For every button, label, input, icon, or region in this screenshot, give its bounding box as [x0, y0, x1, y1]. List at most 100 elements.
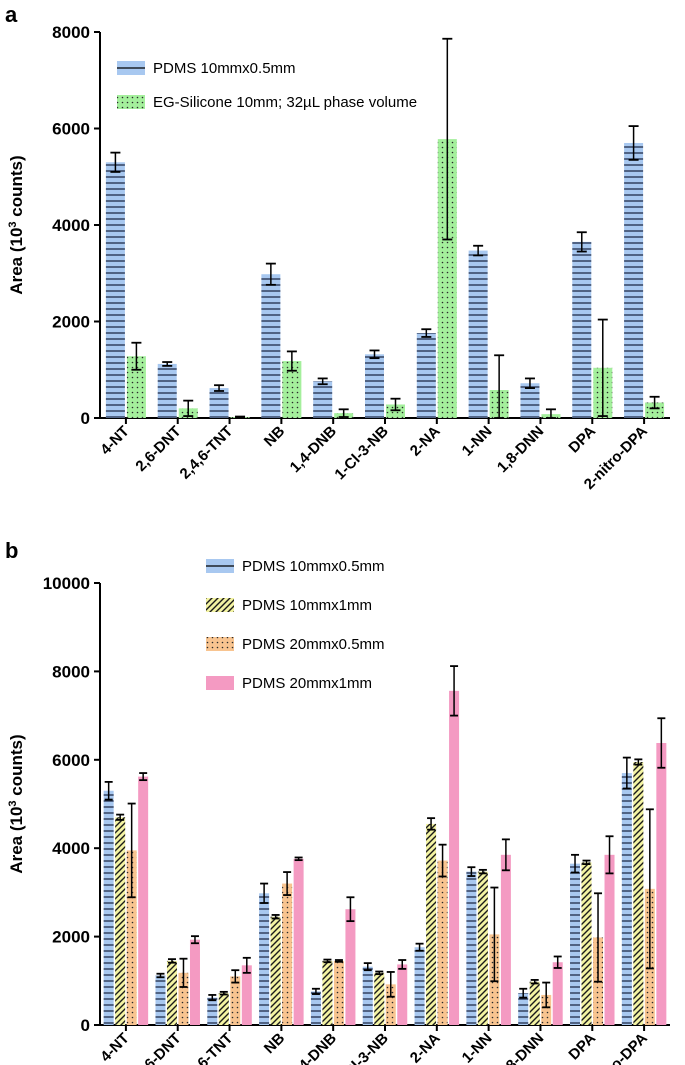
panel-b-bar-pattern-2-6-dnt-series-2	[166, 960, 177, 1025]
panel-b-legend-entry-4: PDMS 20mmx1mm	[206, 675, 372, 692]
panel-a-bar-pattern-4-nt-series-1	[105, 162, 125, 418]
panel-b-y-tick-label: 2000	[52, 928, 90, 947]
panel-a-bar-pattern-2-6-dnt-series-1	[157, 363, 177, 418]
panel-b-y-tick-label: 6000	[52, 751, 90, 770]
panel-b-legend-label-3: PDMS 20mmx0.5mm	[242, 636, 385, 653]
panel-b-bar-pattern-2-na-series-2	[426, 823, 437, 1025]
panel-a-error-bar-nb-series-2	[286, 350, 297, 372]
panel-b-error-bar-4-nt-series-2	[116, 813, 125, 821]
panel-a-letter: a	[5, 2, 18, 27]
panel-b-error-bar-2-6-dnt-series-4	[190, 935, 199, 945]
panel-b-error-bar-1-4-dnb-series-4	[346, 896, 355, 923]
panel-b-bar-pattern-1-4-dnb-series-2	[322, 960, 333, 1025]
panel-a-error-bar-dpa-series-2	[597, 318, 608, 417]
panel-a-category-label-2-4-6-tnt: 2,4,6-TNT	[177, 423, 237, 483]
panel-a-error-bar-1-cl-3-nb-series-1	[369, 349, 380, 360]
panel-b-bar-nb-series-4	[293, 858, 304, 1025]
panel-a-error-bar-2-na-series-1	[421, 328, 432, 338]
panel-b-bar-pattern-1-nn-series-1	[466, 871, 477, 1025]
panel-b-bar-pattern-2-6-dnt-series-3	[178, 972, 189, 1025]
panel-b-y-tick-label: 0	[81, 1016, 90, 1035]
panel-b-error-bar-1-nn-series-2	[478, 868, 487, 875]
panel-a-bar-pattern-1-4-dnb-series-1	[313, 381, 333, 418]
panel-b-error-bar-nb-series-4	[294, 856, 303, 862]
panel-b-category-label-2-4-6-tnt: 2,4,6-TNT	[177, 1030, 237, 1065]
panel-b-error-bar-1-8-dnn-series-3	[542, 981, 551, 1009]
panel-b-category-label-1-cl-3-nb: 1-Cl-3-NB	[331, 1030, 391, 1065]
panel-a-bar-pattern-2-nitro-dpa-series-1	[624, 142, 644, 418]
panel-b-category-label-1-nn: 1-NN	[459, 1030, 496, 1065]
panel-b-error-bar-4-nt-series-4	[139, 772, 148, 782]
panel-b-category-label-2-6-dnt: 2,6-DNT	[132, 1030, 184, 1065]
panel-b-bar-2-nitro-dpa-series-4	[656, 743, 667, 1025]
panel-b-error-bar-2-na-series-3	[438, 843, 447, 878]
panel-b-error-bar-2-6-dnt-series-3	[179, 957, 188, 988]
panel-a-error-bar-1-8-dnn-series-2	[545, 408, 556, 419]
panel-b-bar-2-na-series-4	[449, 690, 460, 1025]
panel-a-legend: PDMS 10mmx0.5mm EG-Silicone 10mm; 32µL ph…	[117, 60, 417, 111]
panel-b-category-label-1-8-dnn: 1,8-DNN	[494, 1030, 547, 1065]
panel-a-bar-pattern-dpa-series-1	[572, 241, 592, 418]
panel-b-error-bar-2-na-series-1	[415, 942, 424, 952]
panel-b-bar-pattern-1-8-dnn-series-1	[518, 993, 529, 1025]
panel-a-error-bar-nb-series-1	[265, 262, 276, 286]
panel-b-error-bar-1-cl-3-nb-series-1	[363, 962, 372, 972]
panel-b-category-label-2-na: 2-NA	[407, 1030, 444, 1065]
panel-a-category-label-nb: NB	[261, 423, 288, 450]
panel-a-bar-pattern-1-cl-3-nb-series-2	[386, 404, 405, 418]
panel-a-y-tick-label: 2000	[52, 313, 90, 332]
panel-b-error-bar-nb-series-1	[260, 882, 269, 904]
panel-a-category-label-1-cl-3-nb: 1-Cl-3-NB	[331, 423, 391, 483]
panel-b-error-bar-nb-series-3	[283, 871, 292, 896]
panel-b-bar-4-nt-series-4	[138, 776, 149, 1025]
panel-b-y-axis-title: Area (103 counts)	[7, 734, 26, 873]
panel-a-error-bar-2-6-dnt-series-2	[183, 399, 194, 417]
panel-a-error-bar-1-8-dnn-series-1	[524, 377, 535, 389]
panel-a-y-axis-title: Area (103 counts)	[7, 155, 26, 294]
panel-b-legend-label-4: PDMS 20mmx1mm	[242, 675, 372, 692]
panel-a-legend-entry-2: EG-Silicone 10mm; 32µL phase volume	[117, 94, 417, 111]
panel-b-error-bar-2-4-6-tnt-series-3	[231, 969, 240, 984]
panel-a-bar-pattern-nb-series-2	[282, 361, 302, 418]
panel-b-error-bar-2-na-series-4	[450, 665, 459, 717]
panel-a-category-label-dpa: DPA	[565, 423, 599, 457]
panel-a-y-axis-label: Area (103 counts)	[7, 155, 26, 294]
panel-b-error-bar-2-nitro-dpa-series-4	[657, 717, 666, 769]
panel-b-error-bar-4-nt-series-3	[127, 802, 136, 899]
panel-a-bar-pattern-1-cl-3-nb-series-1	[365, 354, 384, 418]
panel-b-bar-pattern-1-cl-3-nb-series-3	[385, 984, 396, 1025]
panel-b-error-bar-1-cl-3-nb-series-2	[375, 970, 384, 976]
panel-a-bars	[105, 37, 665, 419]
panel-a-error-bar-2-4-6-tnt-series-1	[214, 384, 225, 392]
panel-b-letter: b	[5, 538, 18, 563]
panel-b-bar-pattern-1-8-dnn-series-3	[541, 994, 552, 1025]
panel-b-error-bar-1-nn-series-1	[467, 866, 476, 877]
panel-a-bar-pattern-2-nitro-dpa-series-2	[645, 402, 665, 418]
panel-a-category-label-1-nn: 1-NN	[459, 423, 496, 460]
panel-a-error-bar-2-nitro-dpa-series-2	[649, 395, 660, 410]
panel-b-error-bar-1-cl-3-nb-series-4	[398, 959, 407, 970]
panel-b-legend-entry-1: PDMS 10mmx0.5mm	[206, 558, 385, 575]
panel-b-error-bar-2-4-6-tnt-series-4	[242, 956, 251, 974]
panel-b-error-bar-2-na-series-2	[427, 817, 436, 831]
panel-b-y-tick-label: 10000	[43, 574, 90, 593]
panel-a-error-bar-2-na-series-2	[442, 37, 453, 241]
panel-a-error-bar-1-nn-series-2	[494, 354, 505, 419]
panel-b-category-label-1-4-dnb: 1,4-DNB	[287, 1030, 340, 1065]
panel-a-error-bar-1-4-dnb-series-1	[317, 377, 328, 386]
panel-b-error-bar-1-4-dnb-series-2	[323, 958, 332, 964]
panel-b-bar-pattern-2-nitro-dpa-series-1	[621, 773, 632, 1025]
panel-b-legend-label-1: PDMS 10mmx0.5mm	[242, 558, 385, 575]
panel-b-bar-pattern-4-nt-series-2	[115, 817, 126, 1025]
panel-b-error-bar-nb-series-2	[271, 914, 280, 920]
panel-b-bar-pattern-dpa-series-2	[581, 862, 592, 1025]
panel-a-legend-label-2: EG-Silicone 10mm; 32µL phase volume	[153, 94, 417, 111]
panel-a-category-label-2-na: 2-NA	[407, 423, 444, 460]
panel-b-bar-pattern-2-4-6-tnt-series-1	[207, 997, 218, 1025]
panel-b-error-bar-2-nitro-dpa-series-2	[634, 758, 643, 766]
panel-a-error-bar-1-cl-3-nb-series-2	[390, 397, 401, 412]
panel-b-y-axis-label: Area (103 counts)	[7, 734, 26, 873]
panel-a: a Area (103 counts) 0 2000 4000 6000 8000 4-N…	[5, 2, 670, 493]
panel-b-legend-pattern-2	[206, 598, 234, 612]
panel-b-bar-pattern-nb-series-3	[282, 883, 293, 1025]
